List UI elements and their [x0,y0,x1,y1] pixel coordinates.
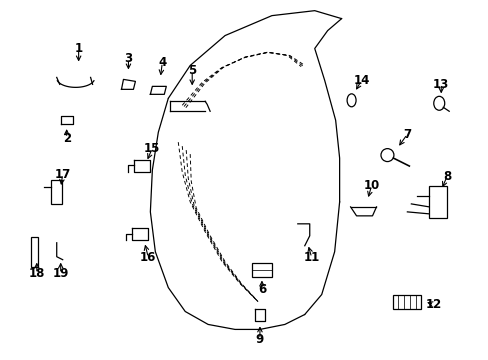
Text: 14: 14 [353,74,369,87]
Text: 3: 3 [124,52,132,65]
Text: 8: 8 [442,170,450,183]
Text: 13: 13 [432,78,448,91]
Text: 11: 11 [303,251,319,264]
Text: 19: 19 [52,267,69,280]
Bar [51,180,61,204]
Text: 12: 12 [425,298,442,311]
Text: 7: 7 [403,128,410,141]
Text: 15: 15 [144,141,160,155]
Text: 9: 9 [255,333,264,346]
Text: 16: 16 [140,251,156,264]
Text: 5: 5 [188,64,196,77]
Text: 2: 2 [62,132,71,145]
Bar [393,294,421,309]
Text: 4: 4 [158,56,166,69]
Text: 1: 1 [75,42,82,55]
Text: 17: 17 [55,167,71,180]
Bar [428,186,447,218]
Bar [251,263,271,276]
Text: 10: 10 [363,180,379,193]
Bar [31,237,38,267]
Text: 6: 6 [257,283,265,296]
Text: 18: 18 [29,267,45,280]
